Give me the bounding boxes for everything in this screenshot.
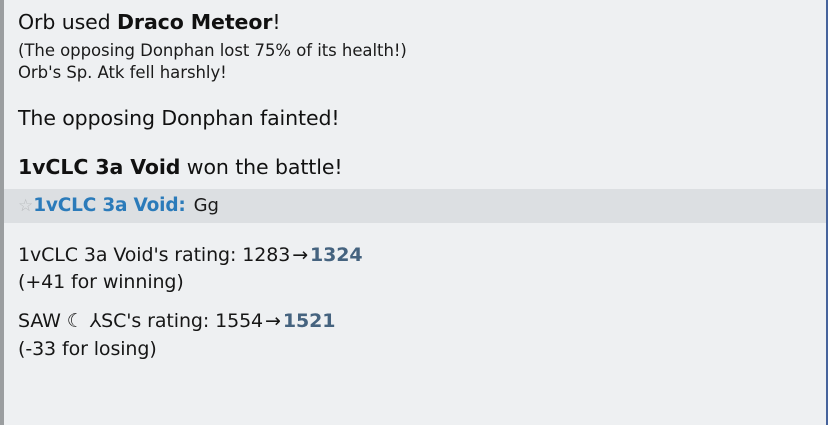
damage-message-block: (The opposing Donphan lost 75% of its he… bbox=[4, 36, 826, 62]
damage-message-line: (The opposing Donphan lost 75% of its he… bbox=[18, 41, 407, 61]
faint-message-line: The opposing Donphan fainted! bbox=[18, 105, 340, 130]
rating-delta-loser: (-33 for losing) bbox=[18, 337, 157, 360]
win-message-block: 1vCLC 3a Void won the battle! bbox=[4, 132, 826, 181]
chat-message-text: Gg bbox=[193, 194, 219, 216]
new-rating-loser: 1521 bbox=[282, 309, 336, 332]
faint-message-block: The opposing Donphan fainted! bbox=[4, 84, 826, 132]
rating-block-winner: 1vCLC 3a Void's rating: 1283 → 1324 (+41 f… bbox=[4, 223, 826, 296]
move-suffix-text: ! bbox=[272, 10, 281, 34]
star-icon[interactable]: ☆ bbox=[18, 195, 34, 216]
stat-message-block: Orb's Sp. Atk fell harshly! bbox=[4, 62, 826, 84]
rating-line-loser: SAW ☾ ⅄SC's rating: 1554 → 1521 bbox=[18, 309, 826, 335]
move-actor-text: Orb used bbox=[18, 10, 118, 34]
new-rating-winner: 1324 bbox=[310, 243, 363, 266]
rating-delta-winner: (+41 for winning) bbox=[18, 271, 184, 294]
rating-arrow-icon-loser: → bbox=[265, 309, 281, 332]
win-message-line: 1vCLC 3a Void won the battle! bbox=[18, 154, 826, 181]
rating-prefix-loser: SAW ☾ ⅄SC's rating: 1554 bbox=[18, 309, 264, 332]
win-suffix-text: won the battle! bbox=[180, 154, 343, 179]
rating-arrow-icon-winner: → bbox=[292, 243, 309, 266]
rating-line-winner: 1vCLC 3a Void's rating: 1283 → 1324 bbox=[18, 243, 826, 269]
rating-block-loser: SAW ☾ ⅄SC's rating: 1554 → 1521 (-33 for l… bbox=[4, 296, 826, 362]
chat-message-row[interactable]: ☆1vCLC 3a Void: Gg bbox=[4, 188, 826, 223]
move-name-text: Draco Meteor bbox=[117, 10, 273, 34]
stat-drop-message-line: Orb's Sp. Atk fell harshly! bbox=[18, 62, 227, 82]
rating-prefix-winner: 1vCLC 3a Void's rating: 1283 bbox=[18, 243, 291, 266]
battle-log: Orb used Draco Meteor! (The opposing Don… bbox=[4, 0, 826, 425]
move-message-line: Orb used Draco Meteor! bbox=[18, 9, 826, 36]
move-message-block: Orb used Draco Meteor! bbox=[4, 0, 826, 36]
chat-username[interactable]: 1vCLC 3a Void: bbox=[33, 194, 186, 216]
winner-name-text: 1vCLC 3a Void bbox=[18, 154, 181, 179]
